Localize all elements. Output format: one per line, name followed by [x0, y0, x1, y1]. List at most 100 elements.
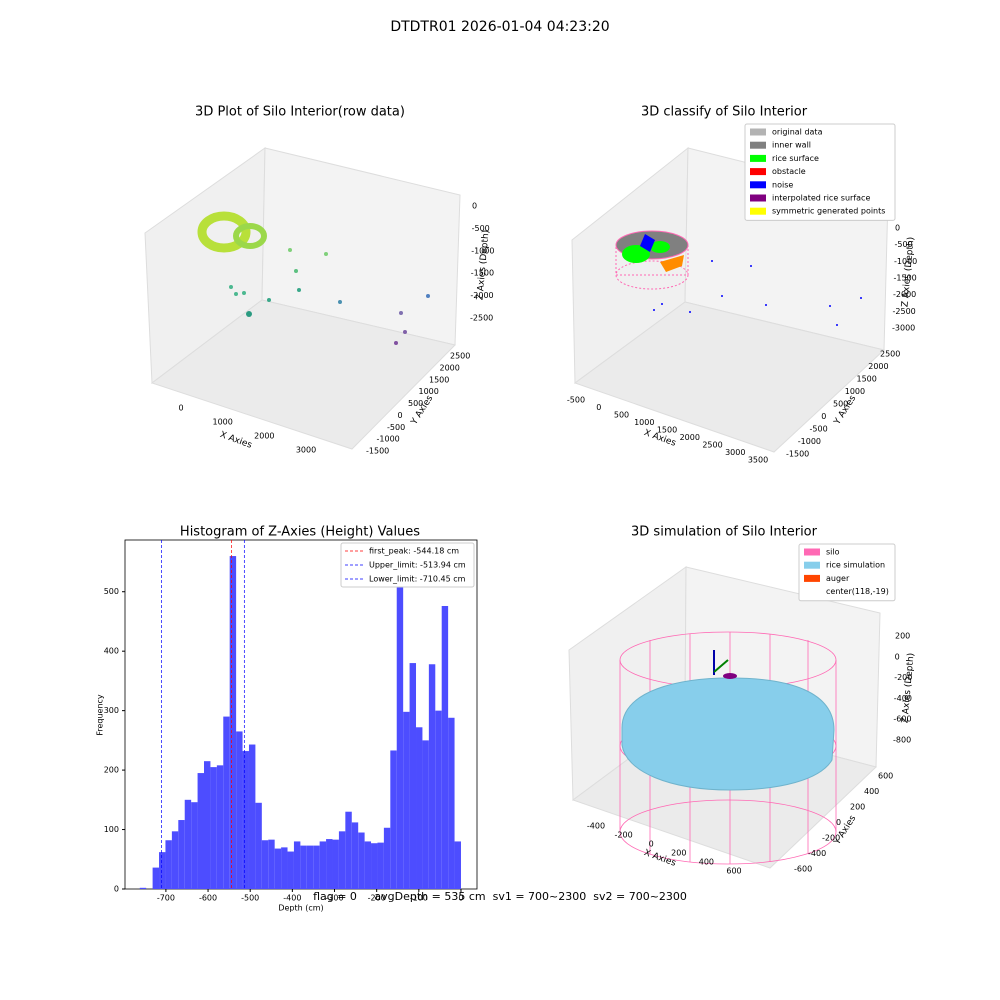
x-tick-label: -100	[410, 894, 428, 903]
x-axis-label: Depth (cm)	[278, 904, 323, 913]
z-tick-label: -500	[895, 240, 913, 249]
y-tick-label: 2500	[450, 352, 470, 361]
bar	[171, 831, 179, 889]
legend-swatch	[804, 574, 820, 582]
x-tick-label: -200	[368, 894, 386, 903]
bar	[371, 843, 378, 889]
y-tick-label: 500	[833, 400, 848, 409]
legend-label: Upper_limit: -513.94 cm	[369, 561, 466, 570]
x-tick-label: 3000	[296, 446, 316, 455]
bar	[139, 887, 147, 889]
legend-box	[798, 543, 896, 602]
y-tick-label: 2000	[440, 363, 460, 372]
z-tick-label: 200	[895, 632, 910, 641]
x-tick-label: 0	[178, 404, 183, 413]
x-tick-label: 0	[596, 403, 601, 412]
pane-box	[144, 147, 461, 450]
z-tick-label: -800	[893, 736, 911, 745]
bar	[326, 839, 333, 889]
legend-swatch	[804, 548, 820, 556]
z-tick-label: -1500	[894, 274, 917, 283]
z-tick-label: -2000	[893, 290, 916, 299]
z-tick-label: 0	[895, 224, 900, 233]
legend-label: noise	[772, 180, 793, 189]
legend-swatch	[750, 154, 766, 162]
y-tick-label: -500	[387, 423, 405, 432]
bar	[441, 605, 449, 889]
z-tick-label: -2500	[470, 314, 493, 323]
subplot-title: 3D Plot of Silo Interior(row data)	[195, 105, 405, 120]
y-tick-label: 1500	[857, 375, 877, 384]
legend-label: inner wall	[772, 141, 811, 150]
z-tick-label: -500	[472, 224, 490, 233]
bar	[454, 841, 461, 889]
y-tick-label: -1000	[798, 437, 821, 446]
legend-label: rice surface	[772, 154, 819, 163]
y-tick-label: -1500	[786, 450, 809, 459]
y-tick-label: 2000	[868, 362, 888, 371]
x-tick-label: -700	[157, 894, 175, 903]
legend-swatch	[750, 128, 766, 136]
y-tick-label: 200	[104, 766, 119, 775]
bar	[152, 867, 160, 889]
z-tick-label: 0	[472, 202, 477, 211]
bar	[261, 840, 269, 889]
y-tick-label: 600	[878, 772, 893, 781]
bar	[422, 740, 429, 889]
legend-label: Lower_limit: -710.45 cm	[369, 575, 466, 584]
y-axis-label: Frequency	[96, 694, 105, 736]
bar	[313, 845, 320, 889]
x-tick-label: 400	[699, 858, 714, 867]
bar	[435, 710, 442, 889]
legend-box	[744, 123, 896, 221]
bar	[428, 664, 436, 889]
bar	[287, 851, 294, 889]
bar	[236, 731, 243, 889]
subplot-title: Histogram of Z-Axies (Height) Values	[180, 525, 420, 540]
bar	[184, 799, 192, 889]
bar	[416, 727, 423, 889]
y-tick-label: 200	[850, 803, 865, 812]
y-tick-label: 1500	[429, 375, 449, 384]
y-tick-label: 2500	[880, 350, 900, 359]
bar	[338, 831, 346, 889]
legend-label: interpolated rice surface	[772, 194, 870, 203]
x-tick-label: -400	[283, 894, 301, 903]
y-tick-label: 400	[104, 647, 119, 656]
bar	[390, 750, 397, 889]
y-tick-label: 500	[104, 587, 119, 596]
bar	[242, 751, 249, 889]
bar	[364, 841, 372, 889]
x-tick-label: -500	[241, 894, 259, 903]
bar	[274, 848, 282, 889]
y-tick-label: -1000	[377, 435, 400, 444]
y-tick-label: 0	[821, 412, 826, 421]
y-tick-label: -1500	[366, 447, 389, 456]
point-cloud	[197, 211, 430, 345]
y-tick-label: -200	[822, 834, 840, 843]
z-axis-label: Z Axies (Depth)	[900, 652, 916, 723]
y-tick-label: 1000	[845, 387, 865, 396]
z-tick-label: -2500	[893, 307, 916, 316]
x-tick-label: -200	[615, 831, 633, 840]
z-tick-label: 0	[895, 652, 900, 661]
legend-label: original data	[772, 128, 823, 137]
bar	[319, 841, 327, 889]
z-tick-label: -3000	[892, 324, 915, 333]
y-tick-label: 0	[114, 885, 119, 894]
legend-label: obstacle	[772, 167, 806, 176]
x-tick-label: -400	[587, 822, 605, 831]
bar	[358, 832, 365, 889]
x-tick-label: 1000	[212, 418, 232, 427]
bar	[383, 827, 391, 889]
y-tick-label: 300	[104, 706, 119, 715]
x-tick-label: -500	[567, 396, 585, 405]
legend-label: center(118,-19)	[826, 587, 889, 596]
bar	[197, 773, 204, 889]
y-tick-label: 400	[864, 787, 879, 796]
x-tick-label: 2000	[680, 433, 700, 442]
legend-label: silo	[826, 548, 840, 557]
bar	[293, 841, 301, 889]
rice-surface	[621, 650, 835, 791]
